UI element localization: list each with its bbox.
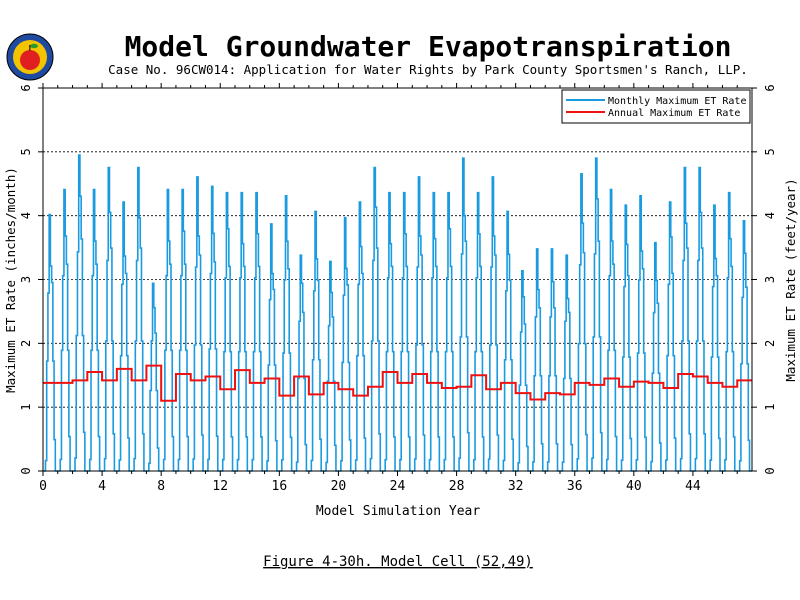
x-tick-label: 32 [508,479,524,494]
monthly-series-year [574,173,590,472]
y-tick-label-left: 3 [19,276,33,283]
monthly-series-year [205,185,221,472]
chart-title: Model Groundwater Evapotranspiration [125,30,732,63]
y-tick-label-left: 0 [19,467,33,474]
monthly-series-year [619,204,634,472]
monthly-series-year [175,188,191,472]
x-tick-label: 12 [212,479,228,494]
monthly-series-year [545,248,560,472]
monthly-series-year [57,188,73,472]
monthly-series-year [249,191,265,472]
monthly-series-year [102,166,117,472]
y-axis-label-right: Maximum ET Rate (feet/year) [783,178,798,381]
monthly-series-year [131,166,147,472]
monthly-series-year [589,157,605,472]
monthly-series-year [116,201,132,472]
y-tick-label-left: 2 [19,340,33,347]
x-tick-label: 44 [685,479,701,494]
monthly-series-year [190,176,206,472]
monthly-series-year [441,191,457,472]
monthly-series-year [486,176,501,472]
monthly-series-year [456,157,472,472]
y-tick-label-right: 4 [763,212,777,219]
monthly-series-year [235,191,250,472]
y-tick-label-right: 3 [763,276,777,283]
y-tick-label-left: 4 [19,212,33,219]
chart-subtitle: Case No. 96CW014: Application for Water … [108,62,748,77]
monthly-series-year [397,191,413,472]
y-tick-label-right: 0 [763,467,777,474]
monthly-series-year [264,223,280,472]
monthly-series-year [338,216,354,472]
monthly-series-year [382,191,398,472]
monthly-series-year [678,166,693,472]
monthly-series-year [500,210,516,472]
y-tick-label-left: 1 [19,404,33,411]
x-tick-label: 20 [331,479,347,494]
x-tick-label: 24 [390,479,406,494]
x-axis-label: Model Simulation Year [316,504,481,519]
monthly-series-year [559,254,575,472]
monthly-series-year [737,219,752,472]
monthly-series-year [471,191,487,472]
monthly-series-year [294,254,309,472]
monthly-series-year [648,241,664,472]
monthly-series [43,154,752,472]
monthly-series-year [279,194,295,472]
legend-label-annual: Annual Maximum ET Rate [608,108,740,119]
monthly-series-year [367,166,383,472]
x-tick-label: 0 [39,479,47,494]
monthly-series-year [707,204,723,472]
y-tick-label-left: 5 [19,148,33,155]
x-tick-label: 8 [157,479,165,494]
monthly-series-year [87,188,103,472]
x-tick-label: 40 [626,479,642,494]
y-tick-label-right: 6 [763,84,777,91]
x-tick-label: 16 [272,479,288,494]
annual-series-line [43,364,752,402]
monthly-series-year [308,210,324,472]
monthly-series-year [161,188,176,472]
y-tick-label-right: 5 [763,148,777,155]
y-tick-label-right: 1 [763,404,777,411]
monthly-series-year [323,260,339,472]
y-tick-label-right: 2 [763,340,777,347]
monthly-series-year [146,282,162,472]
monthly-series-year [427,191,442,472]
monthly-series-year [722,191,738,472]
x-tick-label: 36 [567,479,583,494]
apple-seal-icon [6,33,54,81]
monthly-series-year [43,213,58,472]
monthly-series-year [604,188,620,472]
monthly-series-year [633,194,649,472]
monthly-series-year [353,201,368,472]
figure-caption: Figure 4-30h. Model Cell (52,49) [263,554,533,570]
monthly-series-year [515,270,531,472]
x-tick-label: 28 [449,479,465,494]
monthly-series-year [72,154,88,472]
legend-label-monthly: Monthly Maximum ET Rate [608,96,746,107]
legend: Monthly Maximum ET Rate Annual Maximum E… [561,89,751,124]
y-tick-label-left: 6 [19,84,33,91]
y-axis-label-left: Maximum ET Rate (inches/month) [3,167,18,393]
x-tick-label: 4 [98,479,106,494]
monthly-series-year [530,248,546,472]
legend-box [561,89,751,124]
monthly-series-year [220,191,236,472]
monthly-series-year [412,176,428,472]
annual-series [43,364,752,402]
monthly-series-year [692,166,708,472]
monthly-series-year [663,201,679,472]
